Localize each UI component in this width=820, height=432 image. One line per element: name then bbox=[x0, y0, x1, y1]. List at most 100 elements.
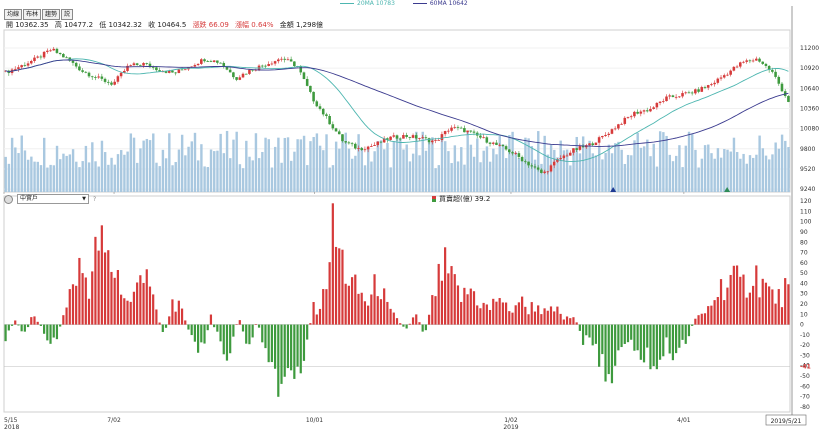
volume-bar bbox=[341, 134, 344, 192]
volume-bar bbox=[437, 165, 441, 192]
volume-bar bbox=[472, 156, 476, 192]
indicator-bar bbox=[299, 324, 302, 374]
indicator-bar bbox=[546, 310, 549, 325]
indicator-bar bbox=[543, 308, 546, 325]
indicator-bar bbox=[652, 324, 655, 367]
settings-gear-icon[interactable] bbox=[4, 194, 13, 204]
tab-trend[interactable]: 趨勢 bbox=[42, 9, 61, 20]
candle-body bbox=[405, 135, 408, 137]
volume-bar bbox=[617, 141, 620, 192]
indicator-bar bbox=[123, 298, 126, 325]
indicator-panel-frame bbox=[3, 195, 791, 413]
indicator-select[interactable]: 中實戶 ▼ bbox=[17, 194, 89, 204]
candle-body bbox=[225, 66, 229, 70]
indicator-bar bbox=[658, 324, 662, 360]
indicator-bar bbox=[395, 318, 399, 325]
indicator-bar bbox=[312, 302, 315, 325]
indicator-tick-label: 60 bbox=[800, 260, 808, 267]
help-icon[interactable]: ? bbox=[93, 195, 97, 203]
indicator-bar bbox=[213, 324, 216, 328]
candle-body bbox=[289, 59, 293, 62]
indicator-toolbar: 中實戶 ▼ ? bbox=[4, 194, 96, 204]
x-tick-label: 10/01 bbox=[306, 417, 323, 424]
volume-bar bbox=[354, 155, 357, 192]
volume-bar bbox=[498, 135, 501, 192]
volume-bar bbox=[431, 137, 434, 192]
candle-body bbox=[472, 131, 476, 133]
indicator-bar bbox=[68, 289, 71, 325]
x-tick-label: 2018 bbox=[4, 424, 19, 431]
candle-body bbox=[540, 169, 543, 173]
indicator-bar bbox=[328, 262, 331, 325]
candle-body bbox=[620, 123, 623, 125]
candle-body bbox=[370, 146, 373, 147]
indicator-bar bbox=[322, 289, 325, 325]
volume-bar bbox=[700, 158, 704, 192]
candle-body bbox=[293, 61, 296, 67]
volume-bar bbox=[691, 133, 694, 192]
candle-body bbox=[456, 126, 460, 128]
price-tick-label: 9240 bbox=[800, 186, 815, 193]
indicator-bar bbox=[614, 324, 617, 366]
candle-body bbox=[536, 167, 540, 170]
ma20-legend-label: 20MA 10783 bbox=[357, 0, 395, 7]
candle-body bbox=[533, 166, 537, 168]
volume-bar bbox=[780, 134, 784, 192]
candle-body bbox=[155, 67, 158, 71]
candle-body bbox=[758, 58, 761, 62]
volume-bar bbox=[745, 163, 748, 192]
candle-body bbox=[604, 134, 607, 137]
indicator-bar bbox=[91, 271, 94, 325]
indicator-tick-label: -50 bbox=[800, 373, 810, 380]
candle-body bbox=[514, 153, 517, 154]
candle-body bbox=[33, 57, 36, 61]
volume-bar bbox=[755, 154, 758, 192]
candle-body bbox=[376, 141, 380, 146]
indicator-bar bbox=[501, 302, 504, 325]
candle-body bbox=[485, 137, 489, 143]
candle-body bbox=[74, 62, 78, 67]
volume-bar bbox=[87, 162, 91, 192]
volume-bar bbox=[219, 133, 222, 192]
volume-bar bbox=[732, 137, 736, 192]
indicator-tick-label: -30 bbox=[800, 352, 810, 359]
indicator-swatch-icon bbox=[432, 196, 436, 202]
indicator-bar bbox=[463, 287, 466, 325]
indicator-bar bbox=[517, 302, 521, 325]
indicator-bar bbox=[309, 323, 312, 325]
price-tick-label: 9800 bbox=[800, 146, 815, 153]
indicator-bar bbox=[59, 324, 62, 327]
volume-bar bbox=[716, 148, 720, 192]
candle-body bbox=[463, 128, 466, 133]
tab-bollinger[interactable]: 布林 bbox=[23, 9, 42, 20]
volume-bar bbox=[421, 131, 424, 192]
volume-bar bbox=[123, 154, 126, 192]
indicator-bar bbox=[177, 300, 180, 325]
volume-bar bbox=[585, 147, 588, 192]
candle-body bbox=[58, 52, 62, 54]
candle-body bbox=[222, 62, 226, 67]
volume-bar bbox=[10, 137, 14, 192]
volume-bar bbox=[229, 158, 232, 192]
volume-bar bbox=[306, 165, 309, 192]
volume-bar bbox=[81, 161, 84, 192]
volume-bar bbox=[75, 161, 78, 192]
x-tick-label: 5/15 bbox=[4, 417, 18, 424]
candle-body bbox=[392, 135, 396, 137]
candle-body bbox=[354, 143, 357, 149]
volume-bar bbox=[357, 134, 360, 192]
volume-bar bbox=[479, 162, 482, 192]
indicator-bar bbox=[694, 318, 697, 325]
volume-bar bbox=[14, 147, 17, 192]
marker-triangle-icon bbox=[610, 187, 617, 192]
tab-explain[interactable]: 説 bbox=[61, 9, 74, 20]
candle-body bbox=[431, 140, 434, 143]
indicator-bar bbox=[540, 314, 543, 325]
candle-body bbox=[511, 152, 514, 154]
indicator-bar bbox=[492, 298, 495, 325]
tab-ma[interactable]: 均線 bbox=[4, 9, 23, 20]
indicator-bar bbox=[350, 277, 354, 325]
indicator-bar bbox=[424, 324, 427, 331]
volume-bar bbox=[707, 144, 710, 192]
candle-body bbox=[626, 117, 630, 118]
